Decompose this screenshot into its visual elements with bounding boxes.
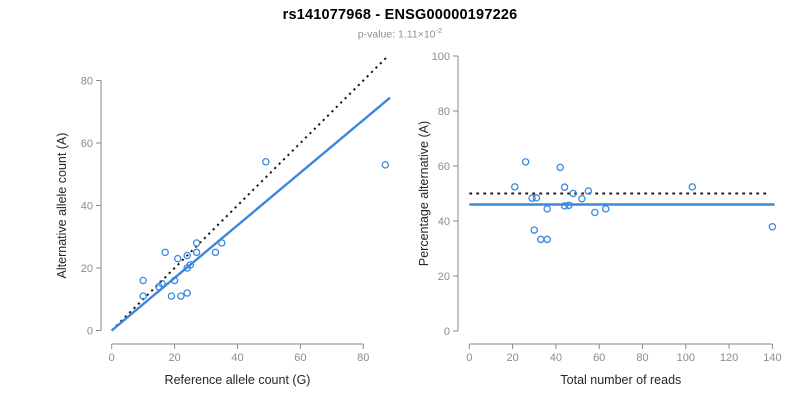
data-point bbox=[569, 189, 577, 198]
data-point bbox=[167, 292, 176, 300]
data-point bbox=[688, 183, 697, 191]
y-tick-label: 0 bbox=[87, 325, 93, 337]
data-point bbox=[521, 158, 530, 166]
y-tick-label: 20 bbox=[81, 263, 93, 275]
data-point bbox=[186, 261, 195, 269]
y-tick-label: 80 bbox=[438, 106, 450, 118]
figure-header: rs141077968 - ENSG00000197226 p-value: 1… bbox=[0, 0, 800, 41]
pvalue-text: p-value: 1.11×10 bbox=[357, 28, 436, 41]
data-point bbox=[601, 205, 610, 213]
x-tick-label: 60 bbox=[294, 352, 306, 364]
y-axis-title: Alternative allele count (A) bbox=[55, 133, 69, 279]
percentage-vs-coverage-plot: 0 20 40 60 80 100 0 20 40 60 80 100 120 140 Total numb… bbox=[417, 51, 782, 387]
data-point bbox=[218, 239, 226, 247]
y-axis-title: Percentage alternative (A) bbox=[417, 121, 431, 266]
y-tick-label: 60 bbox=[81, 138, 93, 150]
data-point bbox=[211, 248, 220, 257]
x-tick-label: 20 bbox=[506, 352, 518, 364]
figure-subtitle: p-value: 1.11×10-2 bbox=[0, 26, 800, 41]
y-tick-label: 40 bbox=[81, 200, 93, 212]
data-point bbox=[565, 201, 573, 210]
x-axis-title: Total number of reads bbox=[560, 373, 681, 387]
x-tick-label: 0 bbox=[109, 352, 115, 364]
data-point bbox=[768, 223, 777, 231]
x-tick-label: 40 bbox=[231, 352, 243, 364]
data-point bbox=[591, 208, 599, 217]
data-point bbox=[511, 183, 519, 191]
data-point bbox=[158, 279, 166, 288]
data-point bbox=[262, 157, 270, 166]
x-tick-label: 80 bbox=[357, 352, 369, 364]
regression-line bbox=[110, 96, 391, 332]
identity-line bbox=[110, 54, 390, 332]
data-point bbox=[170, 276, 179, 285]
data-point bbox=[381, 161, 390, 169]
x-tick-label: 40 bbox=[550, 352, 562, 364]
x-tick-label: 20 bbox=[168, 352, 180, 364]
y-tick-label: 0 bbox=[444, 326, 450, 338]
data-point bbox=[556, 163, 564, 172]
data-point bbox=[139, 292, 147, 300]
y-tick-label: 40 bbox=[438, 216, 450, 228]
data-point bbox=[139, 276, 147, 285]
data-point bbox=[183, 289, 191, 297]
data-point bbox=[560, 202, 569, 210]
x-axis-title: Reference allele count (G) bbox=[165, 373, 311, 387]
x-tick-label: 140 bbox=[763, 352, 781, 364]
data-point bbox=[173, 254, 182, 263]
data-point bbox=[536, 235, 545, 244]
data-point bbox=[532, 194, 541, 202]
data-point bbox=[584, 187, 593, 195]
data-point bbox=[183, 251, 191, 260]
x-tick-label: 60 bbox=[593, 352, 605, 364]
data-point bbox=[543, 235, 551, 244]
data-point bbox=[192, 248, 201, 257]
y-tick-label: 80 bbox=[81, 75, 93, 87]
pvalue-exponent: -2 bbox=[435, 26, 443, 35]
y-tick-label: 60 bbox=[438, 161, 450, 173]
figure-title: rs141077968 - ENSG00000197226 bbox=[282, 7, 518, 23]
data-point bbox=[192, 239, 201, 247]
data-point bbox=[543, 205, 551, 213]
data-point bbox=[161, 248, 169, 257]
data-point bbox=[560, 183, 569, 191]
data-point bbox=[530, 226, 539, 234]
x-tick-label: 80 bbox=[636, 352, 648, 364]
x-tick-label: 100 bbox=[677, 352, 695, 364]
data-point bbox=[177, 292, 185, 300]
x-tick-label: 120 bbox=[720, 352, 738, 364]
data-point bbox=[528, 194, 536, 202]
allele-counts-plot: 0 20 40 60 80 0 20 40 60 80 Reference allele count… bbox=[55, 54, 391, 387]
data-point bbox=[578, 194, 586, 203]
x-tick-label: 0 bbox=[466, 352, 472, 364]
y-tick-label: 20 bbox=[438, 271, 450, 283]
y-tick-label: 100 bbox=[432, 51, 450, 63]
